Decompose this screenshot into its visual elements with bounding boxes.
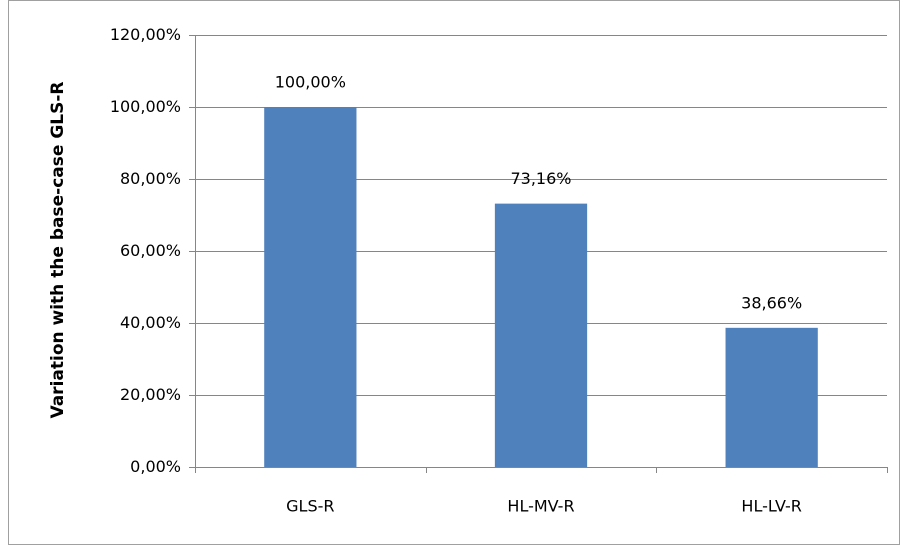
y-tick-label: 100,00% <box>110 97 181 116</box>
data-label: 38,66% <box>741 293 802 312</box>
x-tick-label: HL-LV-R <box>741 497 802 516</box>
y-tick-label: 40,00% <box>120 313 181 332</box>
bar <box>725 327 818 467</box>
data-label: 73,16% <box>510 169 571 188</box>
x-tick-label: HL-MV-R <box>507 497 574 516</box>
y-axis-label: Variation with the base-case GLS-R <box>48 81 68 418</box>
y-tick-label: 120,00% <box>110 25 181 44</box>
y-tick-label: 20,00% <box>120 385 181 404</box>
bar <box>264 107 357 467</box>
y-tick-label: 80,00% <box>120 169 181 188</box>
y-tick-label: 60,00% <box>120 241 181 260</box>
data-label: 100,00% <box>275 73 346 92</box>
bar <box>494 203 588 467</box>
x-tick-label: GLS-R <box>286 497 334 516</box>
y-tick-label: 0,00% <box>130 457 181 476</box>
